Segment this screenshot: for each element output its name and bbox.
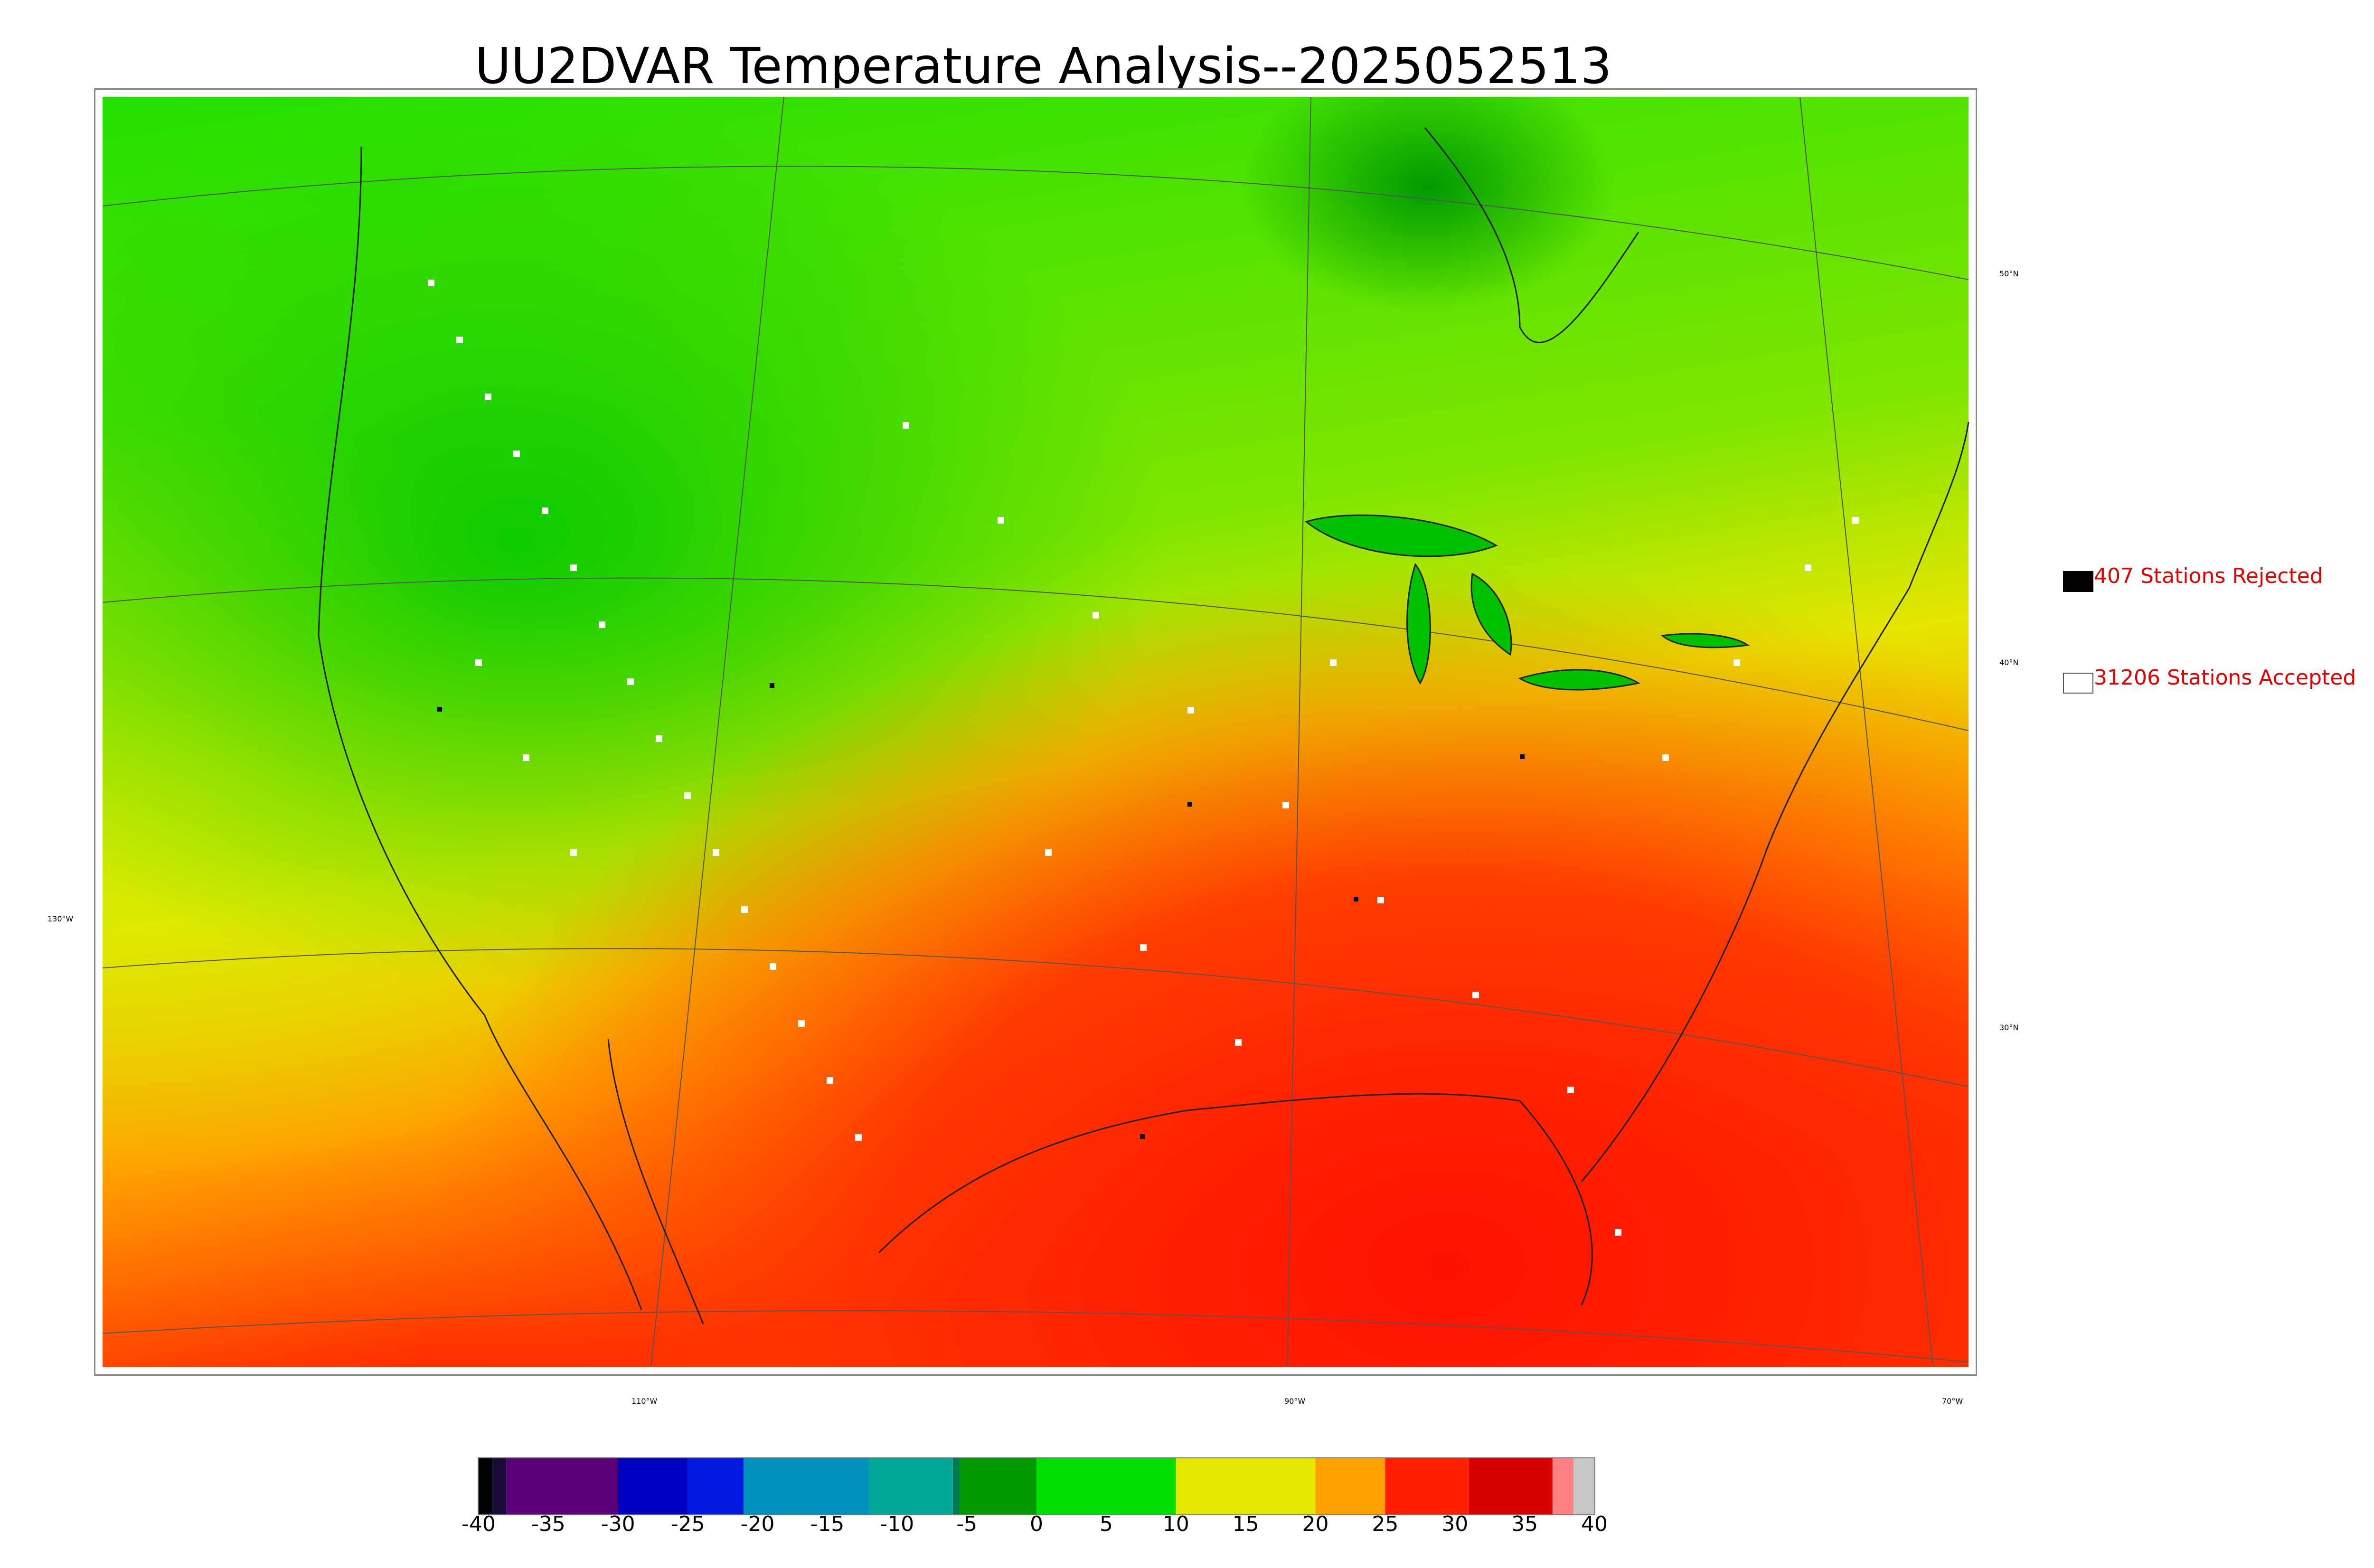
colorbar-segment bbox=[688, 1458, 744, 1514]
colorbar-tick-label: 15 bbox=[1232, 1512, 1259, 1536]
colorbar-tick-label: 40 bbox=[1581, 1512, 1608, 1536]
colorbar-segment bbox=[1469, 1458, 1553, 1514]
lat-label-50n: 50°N bbox=[1999, 269, 2019, 278]
colorbar-tick-label: 35 bbox=[1511, 1512, 1538, 1536]
colorbar-tick-label: 5 bbox=[1099, 1512, 1113, 1536]
colorbar-segment bbox=[492, 1458, 507, 1514]
colorbar-segment bbox=[618, 1458, 688, 1514]
colorbar-tick-label: -40 bbox=[462, 1512, 496, 1536]
colorbar-tick-label: -10 bbox=[880, 1512, 914, 1536]
legend-rejected: 407 Stations Rejected bbox=[2063, 564, 2367, 592]
colorbar-segment bbox=[952, 1458, 960, 1514]
lon-label-70w: 70°W bbox=[1942, 1397, 1963, 1406]
colorbar-tick-label: -20 bbox=[740, 1512, 775, 1536]
colorbar-segment bbox=[506, 1458, 618, 1514]
colorbar-tick-label: -30 bbox=[601, 1512, 635, 1536]
lon-label-90w: 90°W bbox=[1284, 1397, 1306, 1406]
colorbar-tick-label: 30 bbox=[1441, 1512, 1469, 1536]
map-canvas bbox=[102, 96, 1969, 1368]
colorbar-segment bbox=[1036, 1458, 1176, 1514]
temperature-map[interactable] bbox=[94, 88, 1977, 1376]
colorbar-tick-label: -25 bbox=[670, 1512, 705, 1536]
lon-label-110w: 110°W bbox=[631, 1397, 658, 1406]
page-title: UU2DVAR Temperature Analysis--2025052513 bbox=[475, 37, 1612, 95]
coastline bbox=[318, 127, 1969, 1324]
colorbar-segment bbox=[1385, 1458, 1469, 1514]
lon-label-130w: 130°W bbox=[47, 914, 74, 923]
colorbar-tick-label: -5 bbox=[956, 1512, 978, 1536]
colorbar-segment bbox=[479, 1458, 493, 1514]
colorbar-segment bbox=[960, 1458, 1036, 1514]
colorbar-tick-label: 0 bbox=[1030, 1512, 1043, 1536]
legend-accepted-label: 31206 Stations Accepted bbox=[2094, 666, 2356, 690]
great-lakes bbox=[1304, 514, 1750, 691]
temperature-colorbar bbox=[478, 1457, 1595, 1515]
colorbar-segment bbox=[1315, 1458, 1385, 1514]
station-markers bbox=[428, 280, 1859, 1236]
legend-rejected-label: 407 Stations Rejected bbox=[2094, 564, 2323, 588]
colorbar-segment bbox=[744, 1458, 869, 1514]
colorbar-tick-label: -35 bbox=[531, 1512, 565, 1536]
lat-label-40n: 40°N bbox=[1999, 658, 2019, 667]
rejected-station-markers bbox=[437, 683, 1525, 1139]
graticule bbox=[102, 96, 1969, 1368]
accepted-swatch-icon bbox=[2063, 673, 2093, 694]
legend-accepted: 31206 Stations Accepted bbox=[2063, 666, 2374, 694]
colorbar-segment bbox=[869, 1458, 953, 1514]
rejected-swatch-icon bbox=[2063, 571, 2093, 592]
lat-label-30n: 30°N bbox=[1999, 1023, 2019, 1032]
colorbar-tick-label: 20 bbox=[1302, 1512, 1329, 1536]
colorbar-segment bbox=[1176, 1458, 1316, 1514]
colorbar-segment bbox=[1552, 1458, 1573, 1514]
colorbar-segment bbox=[1573, 1458, 1594, 1514]
colorbar-tick-label: 25 bbox=[1372, 1512, 1399, 1536]
colorbar-tick-label: 10 bbox=[1162, 1512, 1189, 1536]
colorbar-tick-label: -15 bbox=[810, 1512, 845, 1536]
